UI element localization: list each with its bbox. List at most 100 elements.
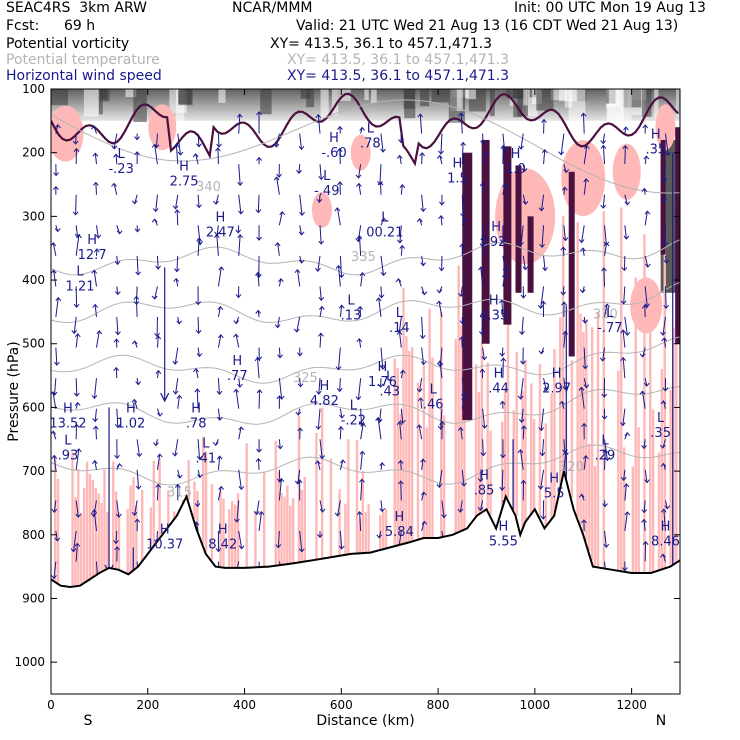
high-marker: H: [232, 354, 242, 369]
wind-vector-head: [520, 479, 527, 484]
wind-vector-head: [54, 537, 61, 542]
wind-vector-head: [154, 333, 160, 338]
pv-shading-column: [277, 471, 280, 566]
pv-shading-column: [210, 484, 214, 561]
x-tick-label: 1200: [616, 698, 647, 712]
wind-vector: [438, 301, 443, 318]
extremum-value: 00.21: [366, 225, 403, 240]
wind-vector: [156, 336, 159, 348]
wind-vector: [176, 255, 179, 272]
wind-vector: [93, 270, 97, 287]
wind-vector-head: [51, 454, 58, 459]
wind-vector: [480, 500, 484, 511]
extremum-value: .44: [488, 382, 509, 397]
wind-vector-head: [92, 152, 99, 157]
wind-vector-head: [92, 303, 99, 308]
wind-vector-head: [91, 125, 97, 130]
pv-shading-column: [77, 469, 80, 587]
pv-shading-column: [530, 383, 533, 516]
wind-vector-head: [314, 267, 321, 272]
wind-vector: [156, 370, 159, 379]
wind-vector-head: [195, 329, 202, 335]
wind-vector-head: [560, 246, 567, 251]
wind-vector: [624, 127, 627, 134]
wind-vector: [581, 225, 585, 243]
low-marker: L: [64, 433, 72, 448]
wind-vector-head: [458, 112, 465, 117]
wind-vector: [400, 245, 403, 256]
wind-vector-head: [156, 453, 163, 458]
stratosphere-texture: [178, 89, 192, 104]
wind-vector-head: [318, 332, 324, 337]
wind-vector: [216, 225, 219, 236]
wind-vector-head: [439, 201, 445, 206]
wind-vector-head: [275, 544, 282, 549]
high-marker: H: [179, 160, 189, 175]
theta-contour-label: 315: [167, 486, 192, 501]
wind-vector: [53, 455, 57, 470]
wind-vector: [540, 194, 545, 211]
wind-vector-head: [500, 239, 506, 244]
wind-vector: [95, 426, 97, 440]
wind-vector-head: [334, 512, 341, 517]
wind-vector: [440, 133, 443, 154]
wind-vector-head: [174, 268, 180, 273]
wind-vector-head: [641, 445, 647, 450]
low-marker: L: [202, 437, 210, 452]
wind-vector: [256, 357, 260, 379]
wind-vector: [317, 460, 321, 470]
low-marker: L: [118, 147, 126, 162]
wind-vector: [563, 439, 566, 453]
wind-vector: [337, 500, 341, 516]
wind-vector-head: [256, 389, 263, 394]
high-marker: H: [661, 519, 671, 534]
extremum-value: .13: [341, 308, 362, 323]
wind-vector-head: [278, 477, 285, 483]
pv-streak: [515, 165, 522, 293]
stratosphere-texture: [101, 89, 108, 100]
wind-vector-head: [541, 118, 547, 123]
wind-vector-head: [644, 479, 650, 484]
wind-vector: [53, 500, 57, 513]
wind-vector-head: [398, 139, 404, 144]
wind-vector: [197, 347, 200, 357]
wind-vector: [298, 164, 301, 174]
pv-shading-column: [408, 351, 411, 543]
wind-vector-head: [152, 208, 159, 213]
extremum-value: .46: [423, 397, 444, 412]
theta-contour: [51, 99, 680, 194]
wind-vector-head: [134, 228, 141, 233]
pv-shading-column: [399, 413, 402, 545]
wind-vector: [421, 347, 425, 365]
wind-vector-head: [578, 386, 585, 391]
extremum-value: 4.82: [310, 394, 339, 409]
pv-shading-column: [657, 452, 661, 571]
wind-vector-head: [460, 213, 466, 218]
wind-vector-head: [111, 182, 117, 187]
pv-shading-patch: [655, 104, 676, 151]
wind-vector-head: [217, 334, 224, 339]
wind-vector-head: [116, 463, 123, 468]
wind-vector: [175, 278, 179, 287]
wind-vector-head: [558, 151, 565, 156]
wind-vector: [520, 378, 524, 400]
wind-vector: [664, 255, 667, 264]
wind-vector-head: [255, 457, 262, 463]
wind-vector: [541, 439, 545, 456]
extremum-value: -.23: [108, 162, 133, 177]
wind-vector: [663, 164, 666, 182]
init-time: Init: 00 UTC Mon 19 Aug 13: [514, 0, 706, 16]
wind-vector-head: [73, 303, 80, 308]
pv-shading-column: [85, 461, 89, 582]
wind-vector: [258, 511, 262, 532]
extremum-value: 2.75: [170, 175, 199, 190]
extremum-value: -.49: [314, 184, 339, 199]
pv-shading-column: [486, 362, 489, 510]
wind-vector: [583, 316, 586, 324]
wind-vector-head: [113, 338, 120, 343]
pv-shading-column: [245, 443, 248, 568]
pv-shading-column: [233, 504, 237, 568]
wind-vector-head: [53, 172, 59, 177]
wind-vector: [501, 347, 504, 357]
